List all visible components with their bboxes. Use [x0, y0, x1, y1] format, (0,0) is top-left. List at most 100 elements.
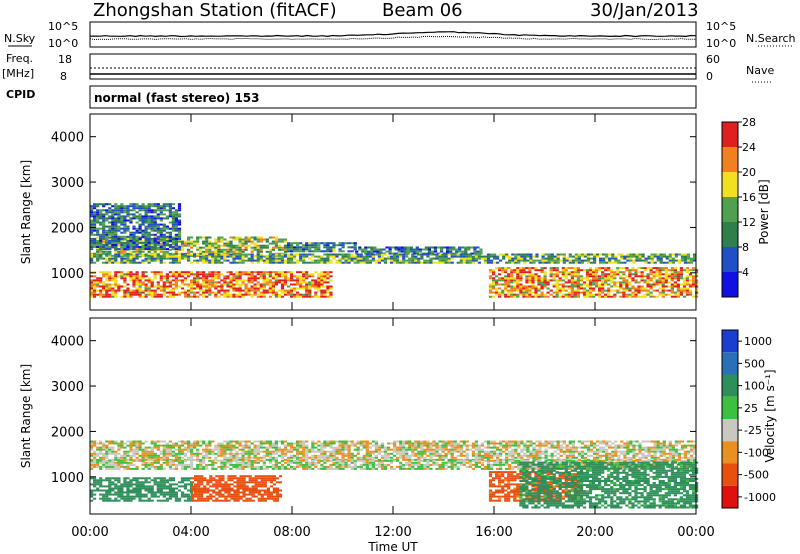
nsky-series — [89, 31, 697, 38]
echo-cell — [508, 257, 512, 260]
echo-cell — [226, 246, 230, 249]
echo-cell — [96, 452, 100, 455]
echo-cell — [361, 250, 365, 253]
echo-cell — [561, 285, 565, 288]
echo-cell — [635, 454, 639, 457]
echo-cell — [129, 448, 133, 451]
echo-cell — [141, 261, 145, 264]
echo-cell — [326, 442, 330, 445]
echo-cell — [114, 255, 118, 258]
echo-cell — [317, 275, 321, 278]
colorbar-tick-label: 12 — [742, 216, 756, 229]
echo-cell — [111, 291, 115, 294]
echo-cell — [271, 452, 275, 455]
echo-cell — [156, 454, 160, 457]
echo-cell — [522, 287, 526, 290]
echo-cell — [553, 259, 557, 262]
echo-cell — [211, 281, 215, 284]
echo-cell — [529, 442, 533, 445]
echo-cell — [546, 295, 550, 298]
echo-cell — [540, 281, 544, 284]
echo-cell — [514, 259, 518, 262]
echo-cell — [241, 271, 245, 274]
echo-cell — [168, 452, 172, 455]
echo-cell — [492, 269, 496, 272]
echo-cell — [105, 291, 109, 294]
echo-cell — [238, 246, 242, 249]
echo-cell — [114, 231, 118, 234]
echo-cell — [199, 257, 203, 260]
echo-cell — [388, 250, 392, 253]
echo-cell — [577, 458, 581, 461]
echo-cell — [383, 450, 388, 453]
echo-cell — [505, 448, 509, 451]
echo-cell — [374, 440, 378, 443]
echo-cell — [287, 293, 291, 296]
echo-cell — [459, 440, 463, 443]
echo-cell — [183, 448, 188, 451]
echo-cell — [359, 440, 363, 443]
echo-cell — [232, 446, 236, 449]
echo-cell — [537, 295, 541, 298]
echo-cell — [353, 259, 357, 262]
echo-cell — [544, 448, 548, 451]
echo-cell — [611, 253, 615, 256]
echo-cell — [631, 277, 635, 280]
echo-cell — [241, 257, 245, 260]
echo-cell — [622, 283, 626, 286]
echo-cell — [153, 289, 157, 292]
echo-cell — [165, 295, 169, 298]
echo-cell — [147, 231, 151, 234]
echo-cell — [674, 259, 678, 262]
echo-cell — [356, 261, 360, 264]
echo-cell — [108, 293, 112, 296]
echo-cell — [93, 227, 97, 230]
echo-cell — [656, 442, 660, 445]
echo-cell — [265, 450, 269, 453]
echo-cell — [444, 259, 448, 262]
echo-cell — [117, 442, 121, 445]
echo-cell — [108, 259, 112, 262]
echo-cell — [135, 277, 139, 280]
echo-cell — [420, 440, 424, 443]
echo-cell — [293, 246, 297, 249]
echo-cell — [226, 240, 230, 243]
echo-cell — [165, 446, 169, 449]
echo-cell — [187, 456, 191, 459]
echo-cell — [120, 244, 124, 246]
echo-cell — [90, 207, 94, 210]
echo-cell — [283, 440, 288, 443]
echo-cell — [516, 271, 520, 274]
echo-cell — [247, 277, 251, 280]
echo-cell — [510, 285, 514, 288]
echo-cell — [287, 248, 291, 251]
echo-cell — [120, 223, 124, 226]
echo-cell — [365, 442, 369, 445]
echo-cell — [105, 295, 109, 298]
echo-cell — [174, 271, 178, 274]
echo-cell — [474, 440, 478, 443]
echo-cell — [123, 275, 127, 278]
echo-cell — [540, 277, 544, 280]
echo-cell — [117, 221, 121, 224]
echo-cell — [290, 273, 294, 276]
echo-cell — [420, 446, 424, 449]
echo-cell — [135, 289, 139, 292]
echo-cell — [129, 450, 133, 453]
echo-cell — [450, 452, 454, 455]
echo-cell — [271, 287, 275, 290]
echo-cell — [171, 217, 175, 220]
echo-cell — [135, 207, 139, 210]
echo-cell — [511, 261, 515, 264]
echo-cell — [241, 440, 245, 443]
echo-cell — [156, 456, 160, 459]
echo-cell — [550, 452, 554, 455]
echo-cell — [532, 454, 536, 457]
echo-cell — [365, 448, 369, 451]
echo-cell — [205, 454, 209, 457]
echo-cell — [123, 291, 127, 294]
echo-cell — [93, 207, 97, 210]
echo-cell — [159, 244, 163, 247]
echo-cell — [120, 446, 124, 449]
echo-cell — [593, 261, 597, 264]
